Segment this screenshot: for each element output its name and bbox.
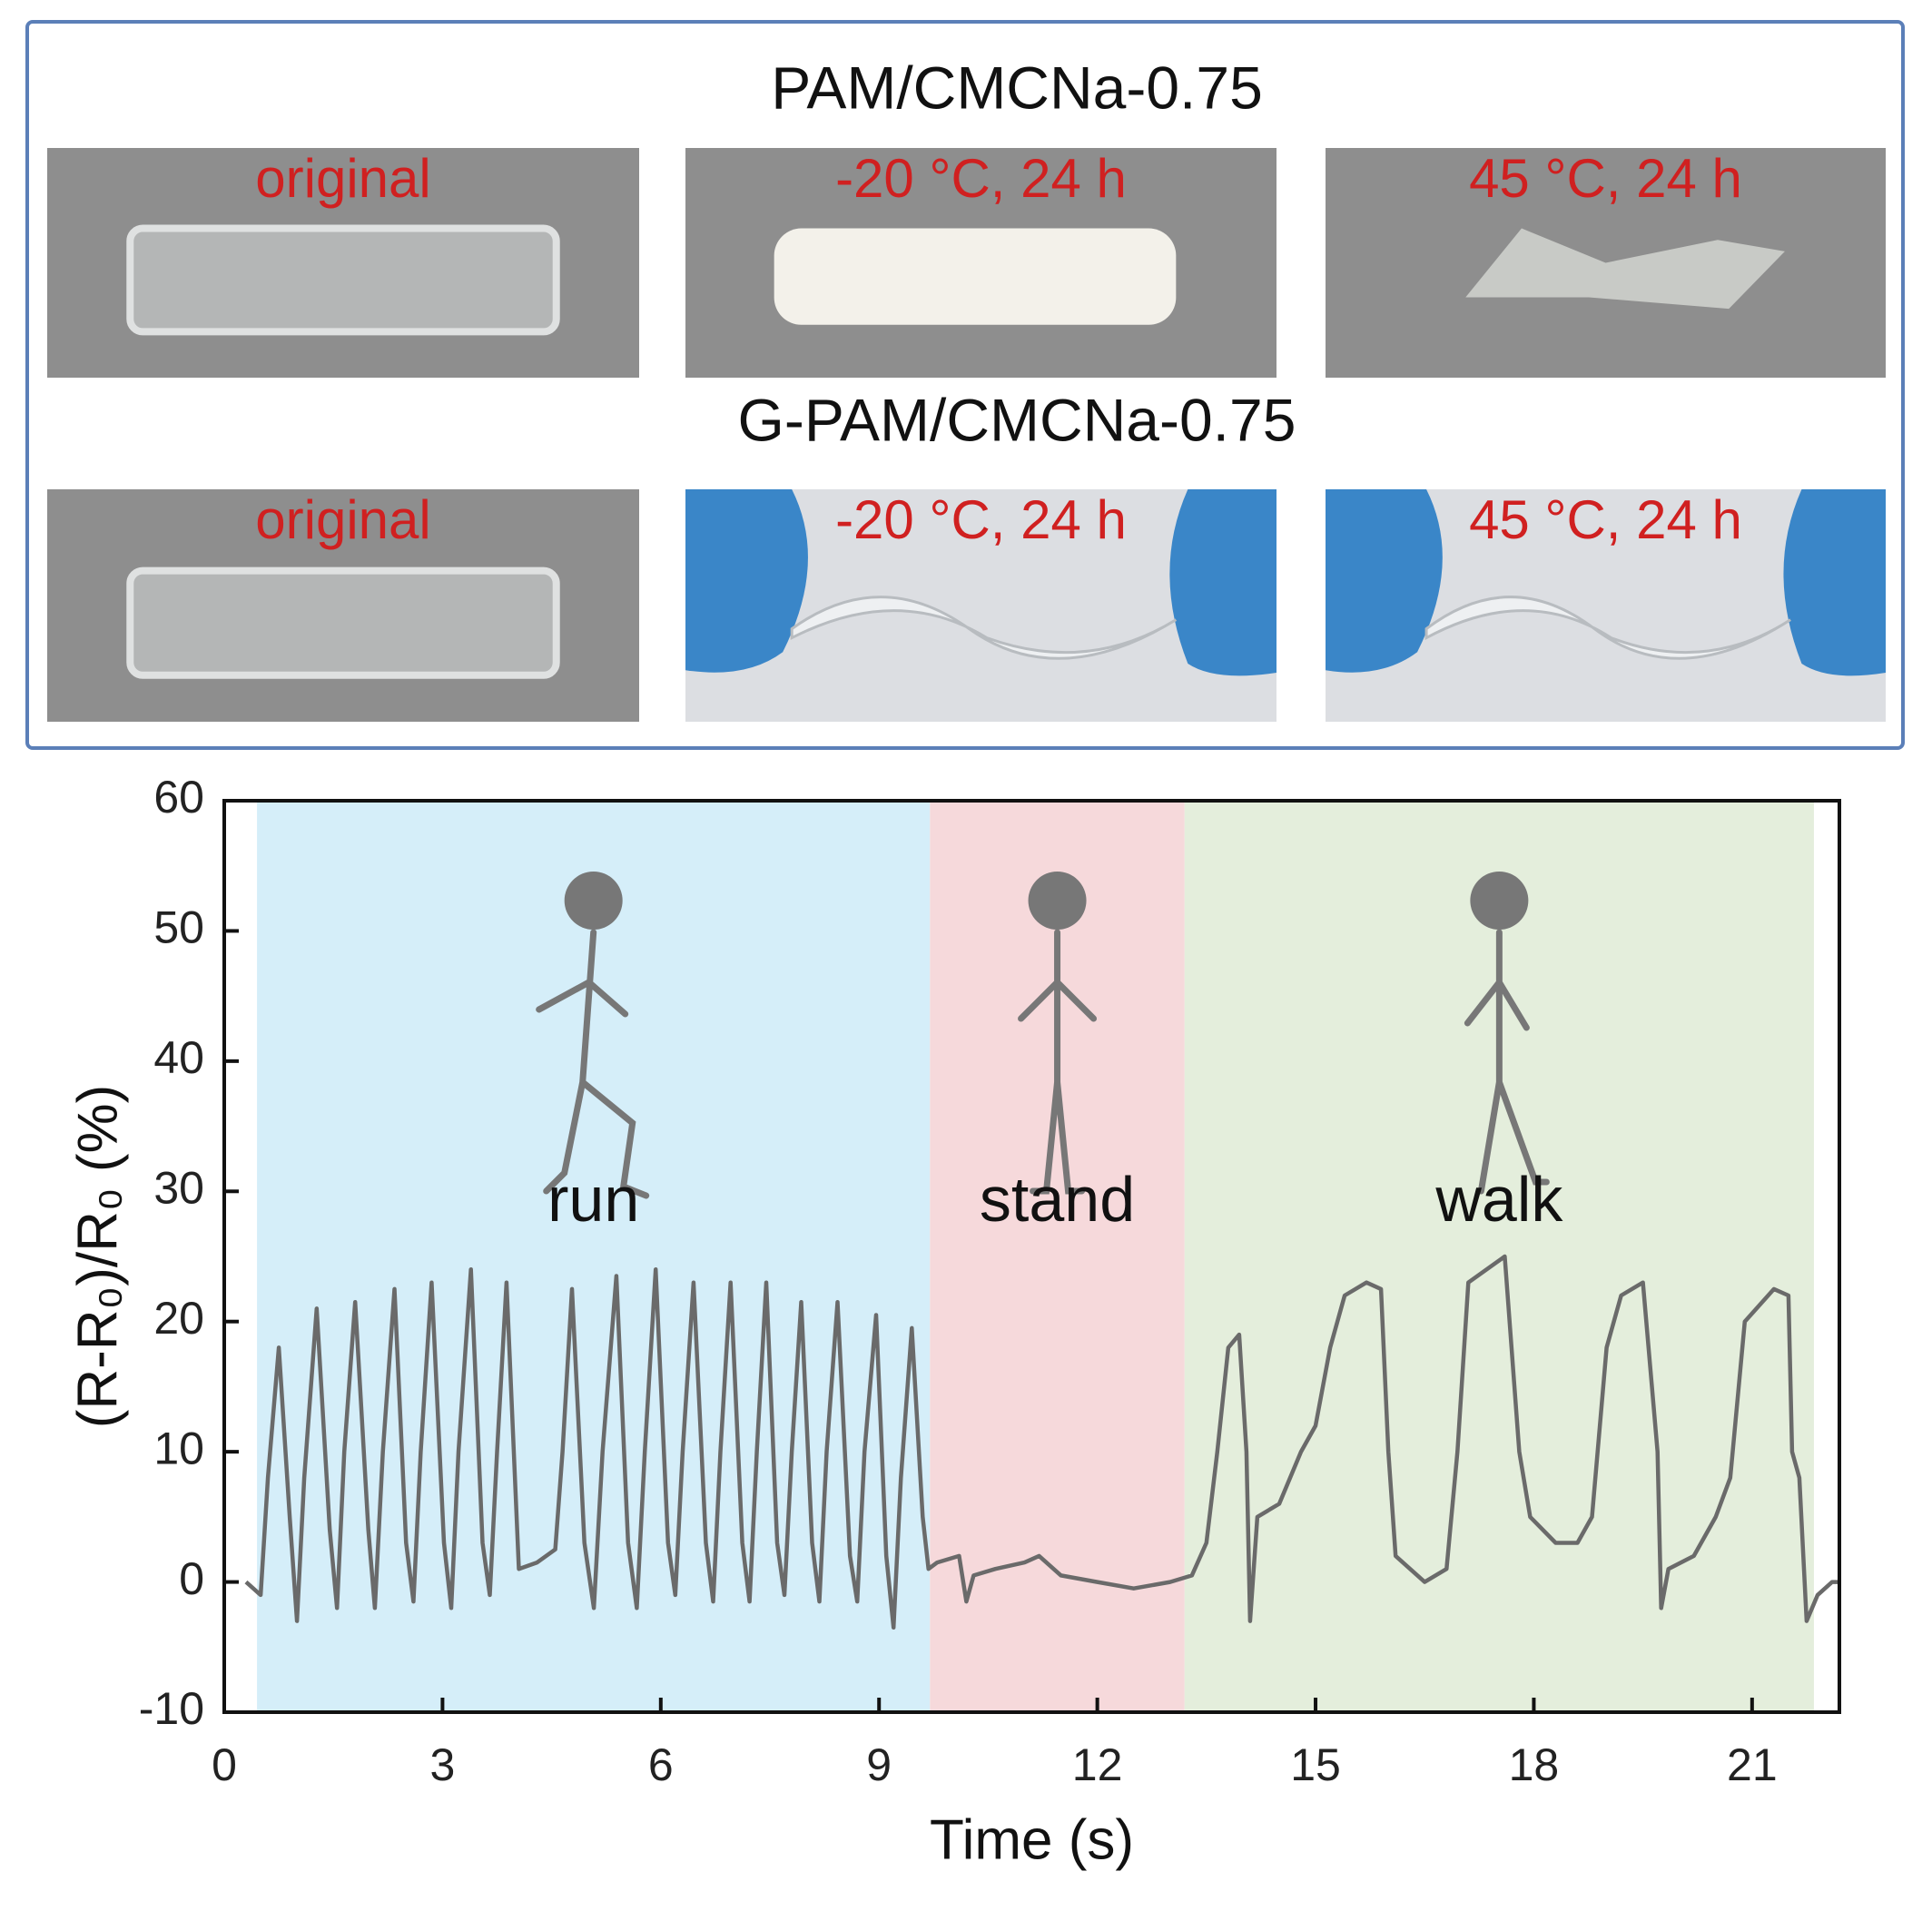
- photo: 45 °C, 24 h: [1326, 489, 1886, 722]
- photo-background: [1326, 148, 1886, 378]
- photo: original: [47, 489, 639, 722]
- sample: [1424, 596, 1791, 660]
- y-tick-label: 0: [179, 1553, 204, 1604]
- sample: [126, 224, 560, 336]
- figure-icon: [536, 872, 650, 1199]
- y-tick-label: 30: [153, 1162, 204, 1213]
- y-tick-label: -10: [139, 1683, 204, 1734]
- body: [1464, 929, 1550, 1195]
- photo-label: 45 °C, 24 h: [1469, 489, 1742, 550]
- photo-label: -20 °C, 24 h: [835, 489, 1127, 550]
- y-tick-label: 40: [153, 1032, 204, 1083]
- row-title: G-PAM/CMCNa-0.75: [738, 386, 1296, 453]
- glove: [1326, 489, 1443, 673]
- glove: [1783, 489, 1886, 676]
- x-tick-label: 21: [1727, 1739, 1778, 1790]
- region-label: stand: [980, 1164, 1135, 1235]
- sample: [790, 596, 1178, 660]
- photo: original: [47, 148, 639, 378]
- photo-label: 45 °C, 24 h: [1469, 148, 1742, 209]
- x-tick-label: 9: [866, 1739, 892, 1790]
- head: [1470, 872, 1529, 930]
- y-tick-label: 20: [153, 1293, 204, 1344]
- figure-icon: [1464, 872, 1550, 1195]
- y-tick-label: 60: [153, 772, 204, 823]
- x-axis-label: Time (s): [930, 1808, 1134, 1871]
- plot-frame: [222, 799, 1841, 1714]
- body: [1018, 929, 1098, 1195]
- x-tick-label: 15: [1290, 1739, 1341, 1790]
- photo-label: original: [255, 489, 430, 550]
- figure-icon: [1018, 872, 1098, 1195]
- y-tick-label: 50: [153, 902, 204, 953]
- head: [564, 872, 623, 930]
- photo: -20 °C, 24 h: [685, 148, 1276, 378]
- body: [536, 929, 650, 1199]
- head: [1028, 872, 1087, 930]
- sample: [126, 566, 560, 679]
- sample: [1465, 228, 1785, 310]
- region-label: walk: [1434, 1164, 1563, 1235]
- x-tick-label: 0: [212, 1739, 237, 1790]
- data-line: [244, 1254, 1839, 1630]
- photo: -20 °C, 24 h: [685, 489, 1276, 722]
- x-tick-label: 12: [1072, 1739, 1123, 1790]
- photo-label: original: [255, 148, 430, 209]
- row-title: PAM/CMCNa-0.75: [771, 54, 1263, 121]
- y-axis-label: (R-R₀)/R₀ (%): [66, 1085, 129, 1429]
- x-tick-label: 18: [1509, 1739, 1560, 1790]
- glove: [1169, 489, 1276, 676]
- photo-label: -20 °C, 24 h: [835, 148, 1127, 209]
- region-label: run: [547, 1164, 639, 1235]
- x-tick-label: 3: [429, 1739, 455, 1790]
- sample: [774, 228, 1177, 325]
- glove: [685, 489, 808, 673]
- y-tick-label: 10: [153, 1423, 204, 1473]
- photo-panel: PAM/CMCNa-0.75 original -20 °C, 24 h 45 °C,…: [47, 54, 1886, 722]
- x-tick-label: 6: [648, 1739, 674, 1790]
- photo: 45 °C, 24 h: [1326, 148, 1886, 378]
